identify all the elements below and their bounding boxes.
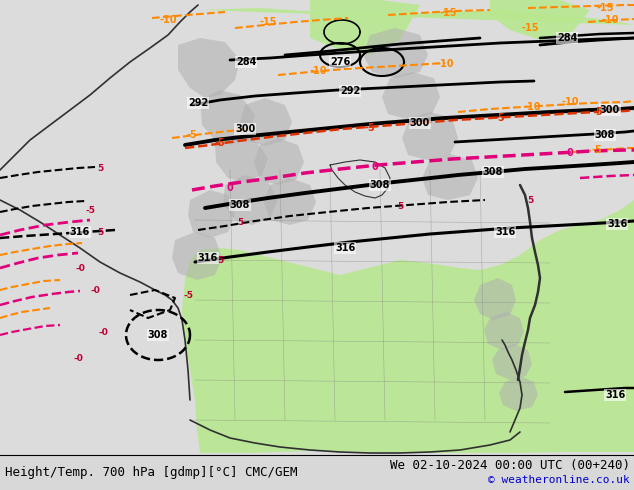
Text: 308: 308 xyxy=(370,180,390,190)
Text: Height/Temp. 700 hPa [gdmp][°C] CMC/GEM: Height/Temp. 700 hPa [gdmp][°C] CMC/GEM xyxy=(5,466,297,479)
Text: 5: 5 xyxy=(237,218,243,226)
Text: -10: -10 xyxy=(436,59,454,69)
Polygon shape xyxy=(215,135,268,182)
Polygon shape xyxy=(188,190,235,238)
Text: -15: -15 xyxy=(521,23,539,33)
Text: 5: 5 xyxy=(97,164,103,172)
Text: 308: 308 xyxy=(148,330,168,340)
Text: 308: 308 xyxy=(230,200,250,210)
Text: -5: -5 xyxy=(186,130,197,140)
Text: 5: 5 xyxy=(527,196,533,204)
Polygon shape xyxy=(422,154,478,200)
Text: -0: -0 xyxy=(73,353,83,363)
Polygon shape xyxy=(363,28,428,78)
Text: -15: -15 xyxy=(596,3,614,13)
Polygon shape xyxy=(310,0,420,55)
Text: 0: 0 xyxy=(226,183,233,193)
Text: 300: 300 xyxy=(600,105,620,115)
Text: © weatheronline.co.uk: © weatheronline.co.uk xyxy=(488,475,630,485)
Polygon shape xyxy=(499,376,538,411)
Text: -5: -5 xyxy=(215,138,225,148)
Polygon shape xyxy=(382,72,440,120)
Text: -0: -0 xyxy=(75,264,85,272)
Text: -10: -10 xyxy=(561,97,579,107)
Polygon shape xyxy=(240,98,292,146)
Polygon shape xyxy=(172,232,222,280)
Polygon shape xyxy=(402,112,458,160)
Polygon shape xyxy=(200,90,255,145)
Polygon shape xyxy=(474,278,516,320)
Text: -5: -5 xyxy=(365,123,375,133)
Text: 5: 5 xyxy=(217,255,223,265)
Text: 308: 308 xyxy=(595,130,615,140)
Text: -5: -5 xyxy=(495,113,505,123)
Text: 300: 300 xyxy=(235,124,255,134)
Text: 316: 316 xyxy=(495,227,515,237)
Polygon shape xyxy=(182,8,634,453)
Text: 316: 316 xyxy=(607,219,627,229)
Polygon shape xyxy=(490,0,590,40)
Text: -0: -0 xyxy=(98,327,108,337)
Polygon shape xyxy=(484,312,524,350)
Text: -15: -15 xyxy=(259,17,277,27)
Text: -5: -5 xyxy=(592,145,602,155)
Text: 308: 308 xyxy=(483,167,503,177)
Text: -5: -5 xyxy=(593,107,604,117)
Text: -10: -10 xyxy=(523,102,541,112)
Text: 316: 316 xyxy=(605,390,625,400)
Text: 300: 300 xyxy=(410,118,430,128)
Text: 0: 0 xyxy=(567,148,573,158)
Polygon shape xyxy=(264,178,316,225)
Text: 276: 276 xyxy=(330,57,350,67)
Text: -10: -10 xyxy=(601,15,619,25)
Text: 292: 292 xyxy=(340,86,360,96)
Text: 292: 292 xyxy=(188,98,208,108)
Text: 316: 316 xyxy=(70,227,90,237)
Polygon shape xyxy=(223,175,278,225)
Polygon shape xyxy=(178,38,240,98)
Text: 316: 316 xyxy=(198,253,218,263)
Text: 0: 0 xyxy=(372,162,378,172)
Polygon shape xyxy=(492,344,532,380)
Text: We 02-10-2024 00:00 UTC (00+240): We 02-10-2024 00:00 UTC (00+240) xyxy=(390,459,630,471)
Text: -0: -0 xyxy=(90,286,100,294)
Text: 316: 316 xyxy=(335,243,355,253)
Text: 284: 284 xyxy=(236,57,256,67)
Text: 284: 284 xyxy=(557,33,577,43)
Text: -5: -5 xyxy=(85,205,95,215)
Text: 5: 5 xyxy=(397,201,403,211)
Text: -10: -10 xyxy=(159,15,177,25)
Bar xyxy=(0,455,634,490)
Text: -5: -5 xyxy=(183,291,193,299)
Text: 5: 5 xyxy=(97,227,103,237)
Text: -15: -15 xyxy=(439,8,456,18)
Text: -10: -10 xyxy=(309,66,327,76)
Polygon shape xyxy=(254,138,304,185)
